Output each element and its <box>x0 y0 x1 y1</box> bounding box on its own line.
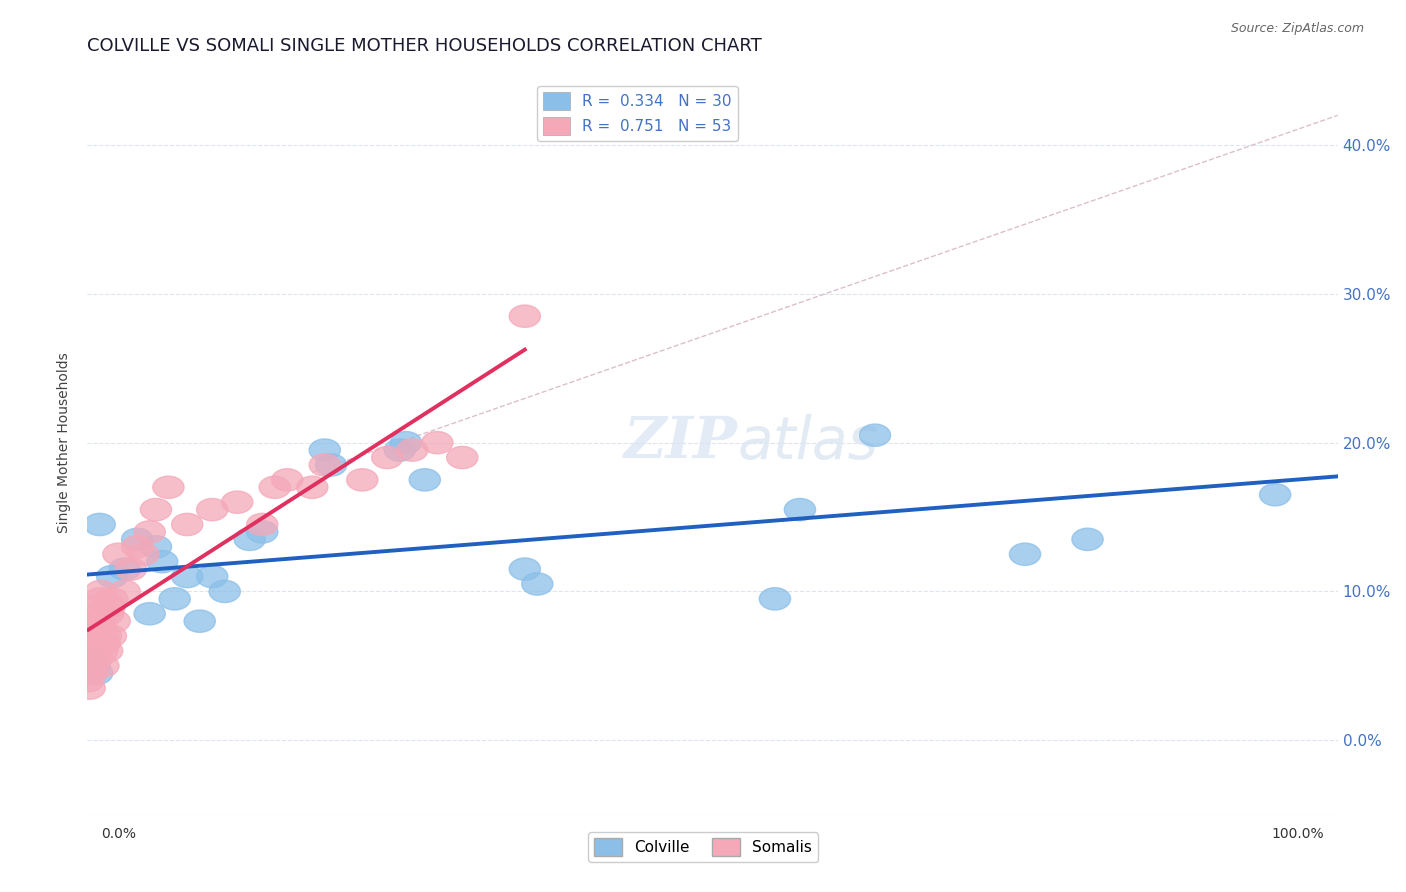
Text: 100.0%: 100.0% <box>1272 827 1324 841</box>
Legend: Colville, Somalis: Colville, Somalis <box>588 832 818 862</box>
Legend: R =  0.334   N = 30, R =  0.751   N = 53: R = 0.334 N = 30, R = 0.751 N = 53 <box>537 86 738 141</box>
Text: atlas: atlas <box>737 414 879 471</box>
Text: ZIP: ZIP <box>624 415 737 471</box>
Y-axis label: Single Mother Households: Single Mother Households <box>58 352 72 533</box>
Text: Source: ZipAtlas.com: Source: ZipAtlas.com <box>1230 22 1364 36</box>
Text: 0.0%: 0.0% <box>101 827 136 841</box>
Text: COLVILLE VS SOMALI SINGLE MOTHER HOUSEHOLDS CORRELATION CHART: COLVILLE VS SOMALI SINGLE MOTHER HOUSEHO… <box>87 37 762 55</box>
